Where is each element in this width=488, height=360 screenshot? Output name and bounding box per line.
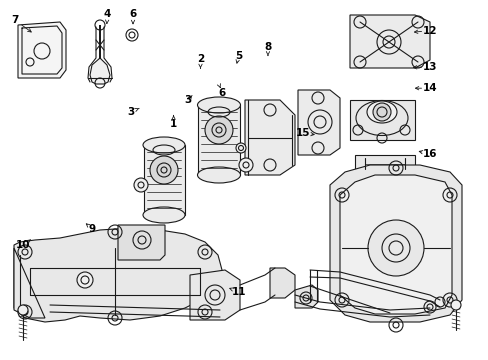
Polygon shape	[18, 22, 66, 78]
Circle shape	[236, 143, 245, 153]
Text: 7: 7	[11, 15, 19, 25]
Text: 10: 10	[16, 240, 31, 250]
Text: 16: 16	[422, 149, 437, 159]
Ellipse shape	[142, 137, 184, 153]
Text: 4: 4	[103, 9, 111, 19]
Text: 11: 11	[231, 287, 245, 297]
Polygon shape	[198, 105, 240, 175]
Ellipse shape	[197, 167, 240, 183]
Polygon shape	[190, 270, 240, 320]
Polygon shape	[349, 100, 414, 140]
Polygon shape	[118, 225, 164, 260]
Circle shape	[150, 156, 178, 184]
Polygon shape	[297, 90, 339, 155]
Ellipse shape	[142, 207, 184, 223]
Polygon shape	[339, 175, 451, 314]
Circle shape	[18, 305, 28, 315]
Text: 3: 3	[184, 95, 191, 105]
Ellipse shape	[197, 97, 240, 113]
Circle shape	[239, 158, 252, 172]
Circle shape	[77, 272, 93, 288]
Text: 3: 3	[127, 107, 134, 117]
Polygon shape	[14, 228, 222, 322]
Circle shape	[204, 116, 232, 144]
Text: 6: 6	[129, 9, 136, 19]
Polygon shape	[90, 25, 110, 84]
Text: 14: 14	[422, 83, 437, 93]
Text: 2: 2	[197, 54, 203, 64]
Text: 6: 6	[219, 88, 225, 98]
Text: 12: 12	[422, 26, 437, 36]
Circle shape	[372, 103, 390, 121]
Text: 5: 5	[235, 51, 242, 61]
Circle shape	[450, 300, 460, 310]
Text: 8: 8	[264, 42, 271, 52]
Polygon shape	[143, 145, 184, 215]
Circle shape	[134, 178, 148, 192]
Polygon shape	[329, 165, 461, 322]
Polygon shape	[14, 248, 45, 318]
Ellipse shape	[355, 100, 407, 135]
Polygon shape	[294, 285, 317, 308]
Circle shape	[367, 220, 423, 276]
Polygon shape	[349, 15, 429, 68]
Polygon shape	[269, 268, 294, 298]
Polygon shape	[244, 100, 294, 175]
Text: 13: 13	[422, 62, 437, 72]
Text: 15: 15	[295, 128, 310, 138]
Polygon shape	[354, 155, 414, 172]
Text: 1: 1	[170, 119, 177, 129]
Text: 9: 9	[88, 224, 95, 234]
Ellipse shape	[366, 101, 396, 123]
